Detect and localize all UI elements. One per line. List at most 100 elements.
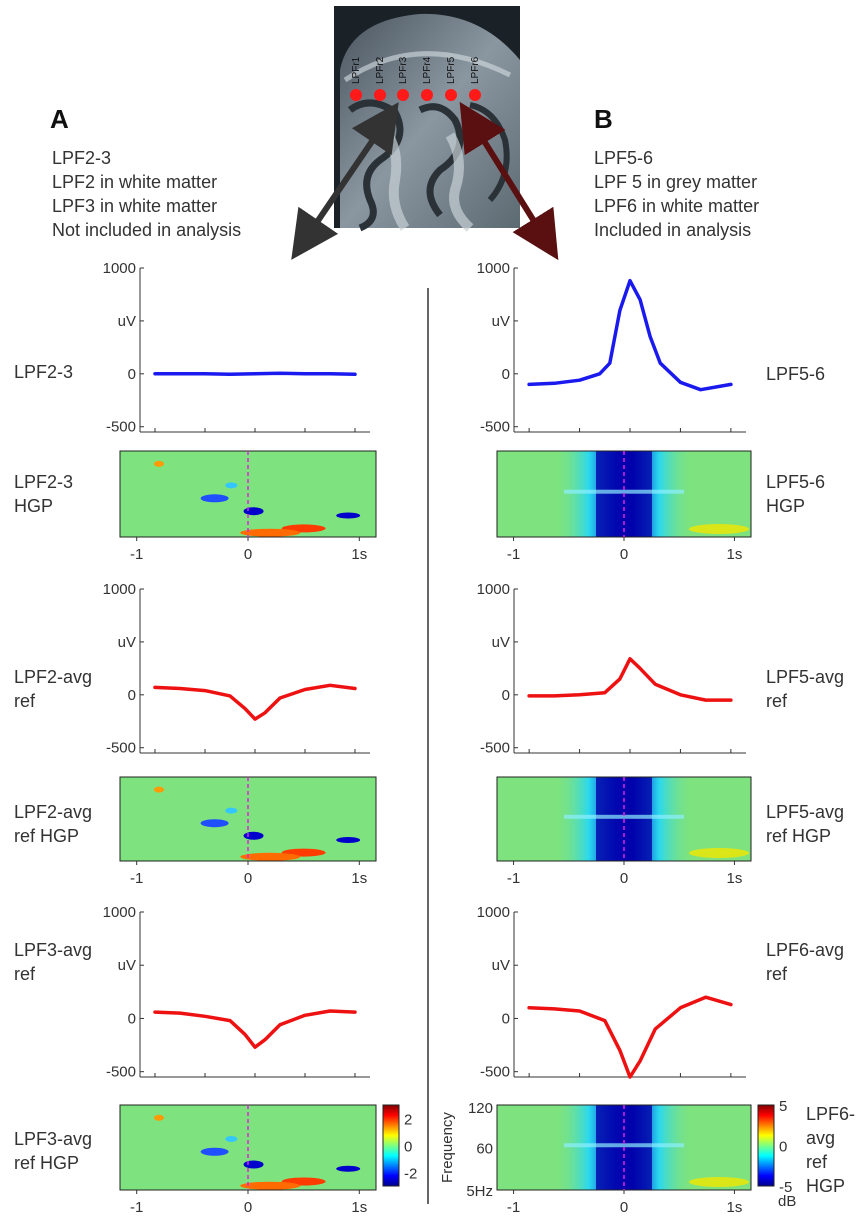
- heatmap-blob: [243, 831, 264, 840]
- row-label-a2: LPF2-avg ref: [14, 665, 92, 713]
- row-label-a3: LPF3-avg ref: [14, 938, 92, 986]
- row-label-a2-hgp: LPF2-avg ref HGP: [14, 800, 92, 848]
- chart-a-1-hgp: -1 0 1s: [119, 450, 377, 563]
- y-axis-unit-label: uV: [118, 634, 136, 651]
- erp-trace: [153, 683, 357, 721]
- row-label-line: LPF5-6: [766, 364, 826, 384]
- y-axis-unit-label: uV: [118, 957, 136, 974]
- row-label-b1: LPF5-6: [766, 362, 825, 386]
- y-tick-label: 1000: [103, 581, 136, 598]
- electrode-label: LPFr4: [422, 56, 433, 84]
- electrode-strip: LPFr1 LPFr2 LPFr3 LPFr4 LPFr5 LPFr6: [350, 56, 481, 101]
- desc-line: LPF2-3: [52, 148, 112, 168]
- desc-line: LPF2 in white matter: [52, 172, 218, 192]
- y-tick-label: 0: [502, 1010, 510, 1027]
- x-tick-label: 0: [244, 870, 252, 887]
- heatmap-blob: [243, 1160, 264, 1169]
- y-axis-label: Frequency: [439, 1112, 456, 1183]
- y-tick-label: 0: [128, 366, 136, 383]
- row-label-b2: LPF5-avg ref: [766, 665, 844, 713]
- chart-a-3-erp: 1000 uV 0 -500: [103, 904, 370, 1081]
- panel-letter-b: B: [594, 104, 613, 134]
- row-label-line: LPF6-: [806, 1104, 856, 1124]
- colorbar-tick-label: -5: [779, 1179, 792, 1196]
- row-label-line: LPF3-avg: [14, 1129, 93, 1149]
- colorbar-tick-label: 0: [779, 1139, 787, 1156]
- heatmap-blob: [153, 1114, 164, 1121]
- erp-trace: [153, 1009, 357, 1049]
- electrode-label: LPFr3: [398, 56, 409, 84]
- heatmap-blob: [153, 460, 164, 467]
- x-tick-label: 1s: [727, 1199, 743, 1216]
- x-tick-label: -1: [507, 1199, 520, 1216]
- desc-line: LPF 5 in grey matter: [594, 172, 758, 192]
- y-axis-unit-label: uV: [492, 634, 510, 651]
- heatmap-line-noise-band: [564, 814, 684, 819]
- desc-line: LPF5-6: [594, 148, 654, 168]
- x-tick-label: -1: [130, 870, 143, 887]
- row-label-line: avg: [806, 1128, 836, 1148]
- electrode-dot: [350, 89, 362, 101]
- y-axis-unit-label: uV: [492, 957, 510, 974]
- chart-b-3-hgp: -1 0 1s 120 60 5Hz Frequency 5 0 -5dB: [439, 1098, 796, 1216]
- row-label-line: ref HGP: [14, 1153, 80, 1173]
- chart-a-3-hgp: -1 0 1s 2 0 -2: [119, 1104, 417, 1216]
- panel-b-description: LPF5-6 LPF 5 in grey matter LPF6 in whit…: [594, 146, 759, 242]
- x-tick-label: 1s: [351, 546, 367, 563]
- row-label-line: LPF5-6: [766, 472, 826, 492]
- row-label-line: ref: [766, 691, 788, 711]
- x-tick-label: -1: [507, 870, 520, 887]
- y-tick-label: -500: [480, 1064, 510, 1081]
- heatmap-blob: [240, 528, 301, 537]
- chart-b-2-hgp: -1 0 1s: [496, 776, 752, 887]
- electrode-dot: [374, 89, 386, 101]
- heatmap-blob: [200, 1147, 229, 1156]
- x-tick-label: -1: [507, 546, 520, 563]
- colorbar-tick-label: -2: [404, 1166, 417, 1183]
- y-axis-unit-label: uV: [118, 313, 136, 330]
- row-label-line: ref: [806, 1152, 828, 1172]
- x-tick-label: -1: [130, 1199, 143, 1216]
- erp-trace: [527, 278, 733, 392]
- panel-letter-a: A: [50, 104, 69, 134]
- row-label-line: LPF2-avg: [14, 802, 93, 822]
- y-tick-label: 60: [476, 1141, 493, 1158]
- mri-image: [334, 6, 520, 232]
- desc-line: LPF6 in white matter: [594, 196, 760, 216]
- y-tick-label: 1000: [103, 904, 136, 921]
- y-tick-label: 1000: [477, 260, 510, 277]
- row-label-line: LPF2-3: [14, 472, 74, 492]
- chart-b-3-erp: 1000 uV 0 -500: [477, 904, 746, 1081]
- x-tick-label: 1s: [727, 546, 743, 563]
- electrode-dot: [421, 89, 433, 101]
- y-tick-label: -500: [480, 740, 510, 757]
- row-label-line: ref: [766, 964, 788, 984]
- x-tick-label: 0: [244, 546, 252, 563]
- x-tick-label: 0: [620, 546, 628, 563]
- chart-a-2-hgp: -1 0 1s: [119, 776, 377, 887]
- chart-a-1-erp: 1000 uV 0 -500: [103, 260, 370, 436]
- y-tick-label: 1000: [477, 904, 510, 921]
- y-tick-label: -500: [106, 1064, 136, 1081]
- heatmap-blob: [200, 819, 229, 828]
- row-label-line: ref HGP: [766, 826, 832, 846]
- electrode-label: LPFr2: [375, 56, 386, 84]
- heatmap-blob: [336, 512, 361, 519]
- heatmap-blob: [153, 786, 164, 793]
- y-tick-label: 0: [502, 366, 510, 383]
- row-label-line: ref HGP: [14, 826, 80, 846]
- y-tick-label: -500: [106, 740, 136, 757]
- heatmap-line-noise-band: [564, 489, 684, 494]
- colorbar-unit-label: dB: [778, 1193, 796, 1210]
- y-tick-label: 1000: [103, 260, 136, 277]
- row-label-b3: LPF6-avg ref: [766, 938, 844, 986]
- row-label-a3-hgp: LPF3-avg ref HGP: [14, 1127, 92, 1175]
- y-tick-label: 0: [128, 1010, 136, 1027]
- row-label-line: LPF5-avg: [766, 667, 845, 687]
- y-tick-label: 0: [128, 687, 136, 704]
- x-tick-label: -1: [130, 546, 143, 563]
- arrow-b: [459, 101, 559, 261]
- heatmap-blob: [336, 1165, 361, 1172]
- desc-line: LPF3 in white matter: [52, 196, 218, 216]
